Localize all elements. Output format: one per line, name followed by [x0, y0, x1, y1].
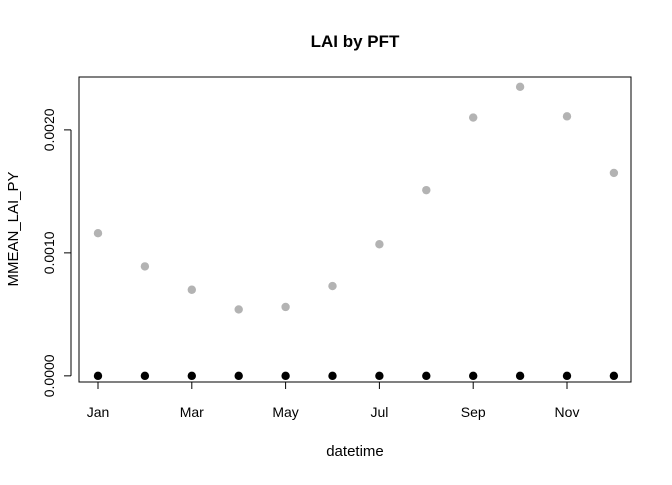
- data-point-series1-sep: [469, 113, 478, 122]
- data-point-series1-oct: [515, 82, 525, 92]
- data-point-series1-mar: [187, 285, 196, 294]
- x-axis: Jan Mar May Jul Sep Nov: [87, 381, 614, 420]
- data-point-series2-apr: [234, 371, 243, 381]
- data-point-series1-apr: [234, 305, 243, 314]
- y-axis: 0.0000 0.0010 0.0020: [41, 108, 72, 397]
- x-tick-label: Mar: [180, 404, 204, 420]
- data-point-series2-dec: [609, 371, 619, 381]
- data-point-series2-may: [281, 371, 290, 381]
- data-point-series2-jun: [328, 371, 337, 381]
- data-point-series2-aug: [422, 371, 431, 381]
- data-point-series1-jul: [375, 240, 384, 249]
- data-point-series2-nov: [562, 371, 572, 381]
- y-axis-label: MMEAN_LAI_PY: [5, 171, 22, 286]
- x-tick-label: Jul: [370, 404, 388, 420]
- data-point-series2-jan: [93, 371, 103, 381]
- data-point-series2-mar: [187, 371, 196, 381]
- data-point-series2-oct: [515, 371, 525, 381]
- data-points: [93, 82, 619, 381]
- data-point-series1-aug: [422, 185, 431, 195]
- x-tick-label: Nov: [555, 404, 580, 420]
- data-point-series1-dec: [609, 168, 619, 178]
- data-point-series2-sep: [469, 371, 478, 381]
- data-point-series1-jan: [93, 228, 103, 238]
- x-axis-label: datetime: [326, 443, 384, 460]
- data-point-series2-feb: [140, 371, 150, 381]
- plot-frame: [78, 76, 632, 383]
- data-point-series2-jul: [375, 371, 384, 381]
- data-point-series1-nov: [562, 112, 572, 121]
- data-point-series1-jun: [328, 281, 337, 291]
- x-tick-label: Jan: [87, 404, 110, 420]
- chart-title: LAI by PFT: [311, 32, 400, 51]
- y-tick-label: 0.0000: [41, 354, 57, 397]
- y-tick-label: 0.0020: [41, 108, 57, 151]
- y-tick-label: 0.0010: [41, 231, 57, 274]
- x-tick-label: Sep: [461, 404, 486, 420]
- data-point-series1-feb: [140, 262, 150, 271]
- data-point-series1-may: [281, 302, 290, 312]
- x-tick-label: May: [272, 404, 298, 420]
